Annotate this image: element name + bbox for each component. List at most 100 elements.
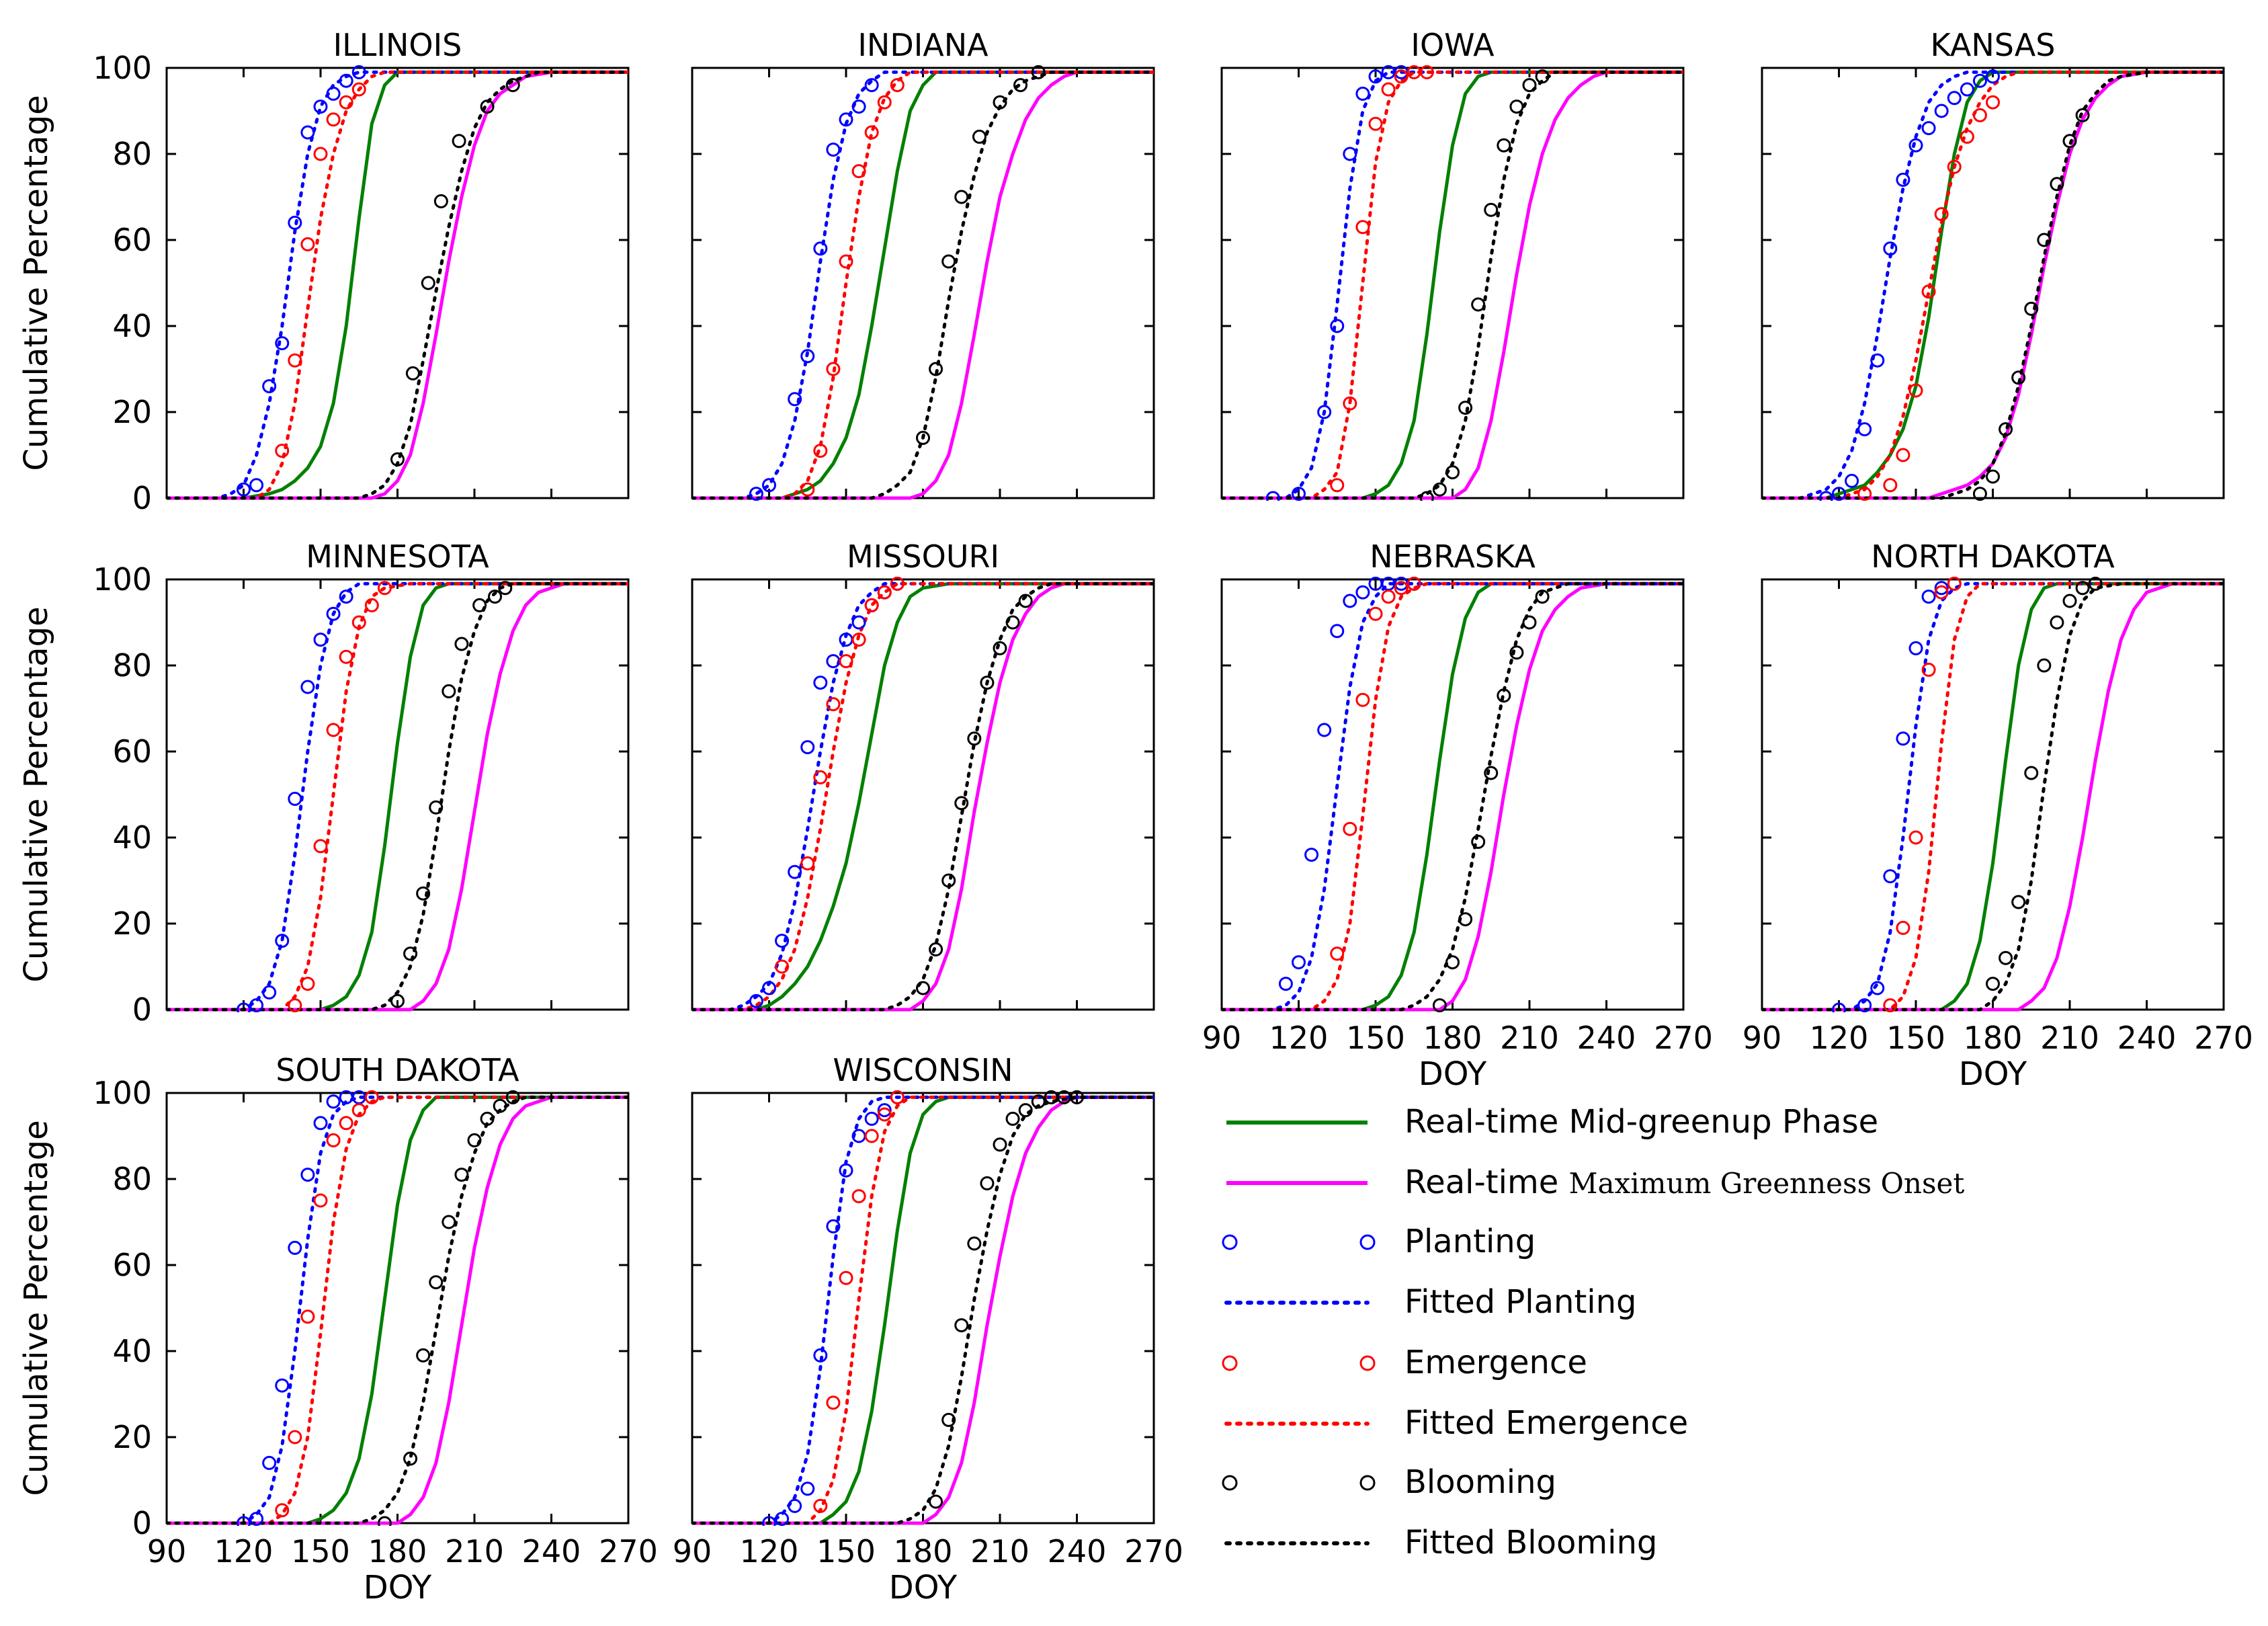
point-blooming [1031, 1094, 1046, 1109]
point-blooming [1484, 766, 1499, 780]
series-real-time-maximum-greenness-onset [692, 581, 1154, 1012]
legend-swatch-planting [1222, 1234, 1376, 1250]
point-emergence [813, 444, 828, 458]
x-tick-label: 240 [1577, 1020, 1636, 1056]
series-emergence [288, 581, 392, 1012]
point-blooming [2024, 301, 2039, 316]
panel-illinois: ILLINOIS 0 20 40 60 80 100 Cumulative Percentag… [17, 27, 630, 516]
point-planting [1330, 624, 1345, 639]
series-fitted-emergence [1762, 70, 2224, 500]
series-fitted-blooming [1222, 70, 1683, 500]
plot-area [1762, 69, 2224, 501]
point-planting [1883, 869, 1898, 884]
panel-title: NEBRASKA [1370, 538, 1536, 575]
point-emergence [1921, 284, 1936, 299]
point-planting [1317, 723, 1332, 737]
series-fitted-planting [167, 581, 628, 1012]
point-planting [864, 78, 879, 93]
series-emergence [275, 1090, 379, 1518]
point-blooming [954, 796, 969, 811]
x-tick-label: 120 [214, 1533, 274, 1570]
series-planting [237, 65, 366, 497]
point-blooming [421, 276, 435, 290]
point-blooming [1419, 491, 1434, 501]
plot-frame [1761, 67, 2225, 499]
point-blooming [1999, 950, 2013, 965]
point-emergence [351, 615, 366, 630]
point-blooming [954, 190, 969, 204]
panel-nebraska: NEBRASKA 90 120 150 180 210 240 270 DOY [1202, 538, 1713, 1093]
y-tick-label: 20 [112, 1419, 152, 1455]
plot-frame [1220, 67, 1685, 499]
point-emergence [313, 839, 328, 854]
x-tick-label: 240 [522, 1533, 581, 1570]
series-real-time-mid-greenup-phase [167, 1095, 628, 1525]
series-real-time-maximum-greenness-onset [692, 1095, 1154, 1525]
point-planting [1960, 82, 1974, 97]
panel-title: IOWA [1411, 27, 1495, 63]
point-blooming [390, 993, 405, 1008]
point-blooming [480, 1111, 495, 1126]
point-planting [1292, 955, 1306, 970]
point-blooming [1497, 138, 1511, 153]
panel-title: INDIANA [857, 27, 989, 63]
point-blooming [454, 637, 469, 651]
point-planting [1355, 585, 1370, 600]
point-blooming [2011, 895, 2026, 909]
point-emergence [864, 1129, 879, 1143]
series-real-time-maximum-greenness-onset [167, 1095, 628, 1525]
point-planting [1921, 590, 1936, 604]
point-emergence [1934, 585, 1949, 600]
point-blooming [390, 452, 405, 466]
point-emergence [851, 633, 866, 647]
point-blooming [2037, 658, 2052, 673]
point-blooming [505, 1090, 520, 1104]
series-blooming [390, 78, 520, 466]
point-planting [851, 99, 866, 114]
point-planting [788, 864, 802, 879]
point-blooming [403, 946, 418, 961]
x-tick-label: 150 [291, 1533, 350, 1570]
x-tick-label: 240 [1048, 1533, 1107, 1570]
point-blooming [416, 1348, 431, 1363]
point-emergence [1947, 159, 1962, 174]
point-blooming [967, 1236, 982, 1251]
x-tick-label: 180 [368, 1533, 427, 1570]
series-fitted-blooming [167, 1095, 628, 1525]
panel-title: WISCONSIN [833, 1052, 1013, 1088]
point-emergence [351, 82, 366, 97]
series-fitted-blooming [1762, 581, 2224, 1012]
point-emergence [1330, 946, 1345, 961]
y-tick-label: 20 [112, 905, 152, 942]
x-tick-label: 120 [740, 1533, 799, 1570]
panel-title: MISSOURI [847, 538, 999, 575]
series-fitted-planting [692, 581, 1154, 1012]
point-planting [237, 482, 251, 497]
legend-label-fitted-blooming: Fitted Blooming [1404, 1524, 1657, 1561]
x-axis-title: DOY [364, 1569, 432, 1607]
legend-label-maxgreen: Real-time Maximum Greenness Onset [1404, 1164, 1964, 1201]
point-planting [1972, 73, 1987, 88]
point-planting [775, 934, 790, 948]
point-blooming [1509, 99, 1524, 114]
legend-label-fitted-emergence: Fitted Emergence [1404, 1404, 1688, 1442]
series-real-time-maximum-greenness-onset [1222, 581, 1683, 1012]
point-blooming [1986, 977, 2000, 991]
point-planting [1908, 138, 1923, 153]
point-blooming [967, 731, 982, 746]
panel-iowa: IOWA [1220, 27, 1685, 501]
x-tick-label: 150 [1886, 1020, 1945, 1056]
x-tick-label: 270 [599, 1533, 658, 1570]
plot-area [1762, 577, 2224, 1012]
point-planting [262, 379, 277, 394]
point-emergence [339, 95, 353, 110]
panel-south-dakota: SOUTH DAKOTA 90 120 150 180 210 240 270 0 20 40 60 8… [17, 1052, 658, 1607]
plot-area [692, 65, 1154, 501]
series-fitted-emergence [1222, 581, 1683, 1012]
legend-label-planting: Planting [1404, 1223, 1536, 1260]
point-blooming [954, 1318, 969, 1333]
point-emergence [1419, 65, 1434, 79]
point-emergence [300, 237, 315, 251]
point-blooming [1471, 834, 1486, 849]
y-tick-label: 40 [112, 1333, 152, 1369]
